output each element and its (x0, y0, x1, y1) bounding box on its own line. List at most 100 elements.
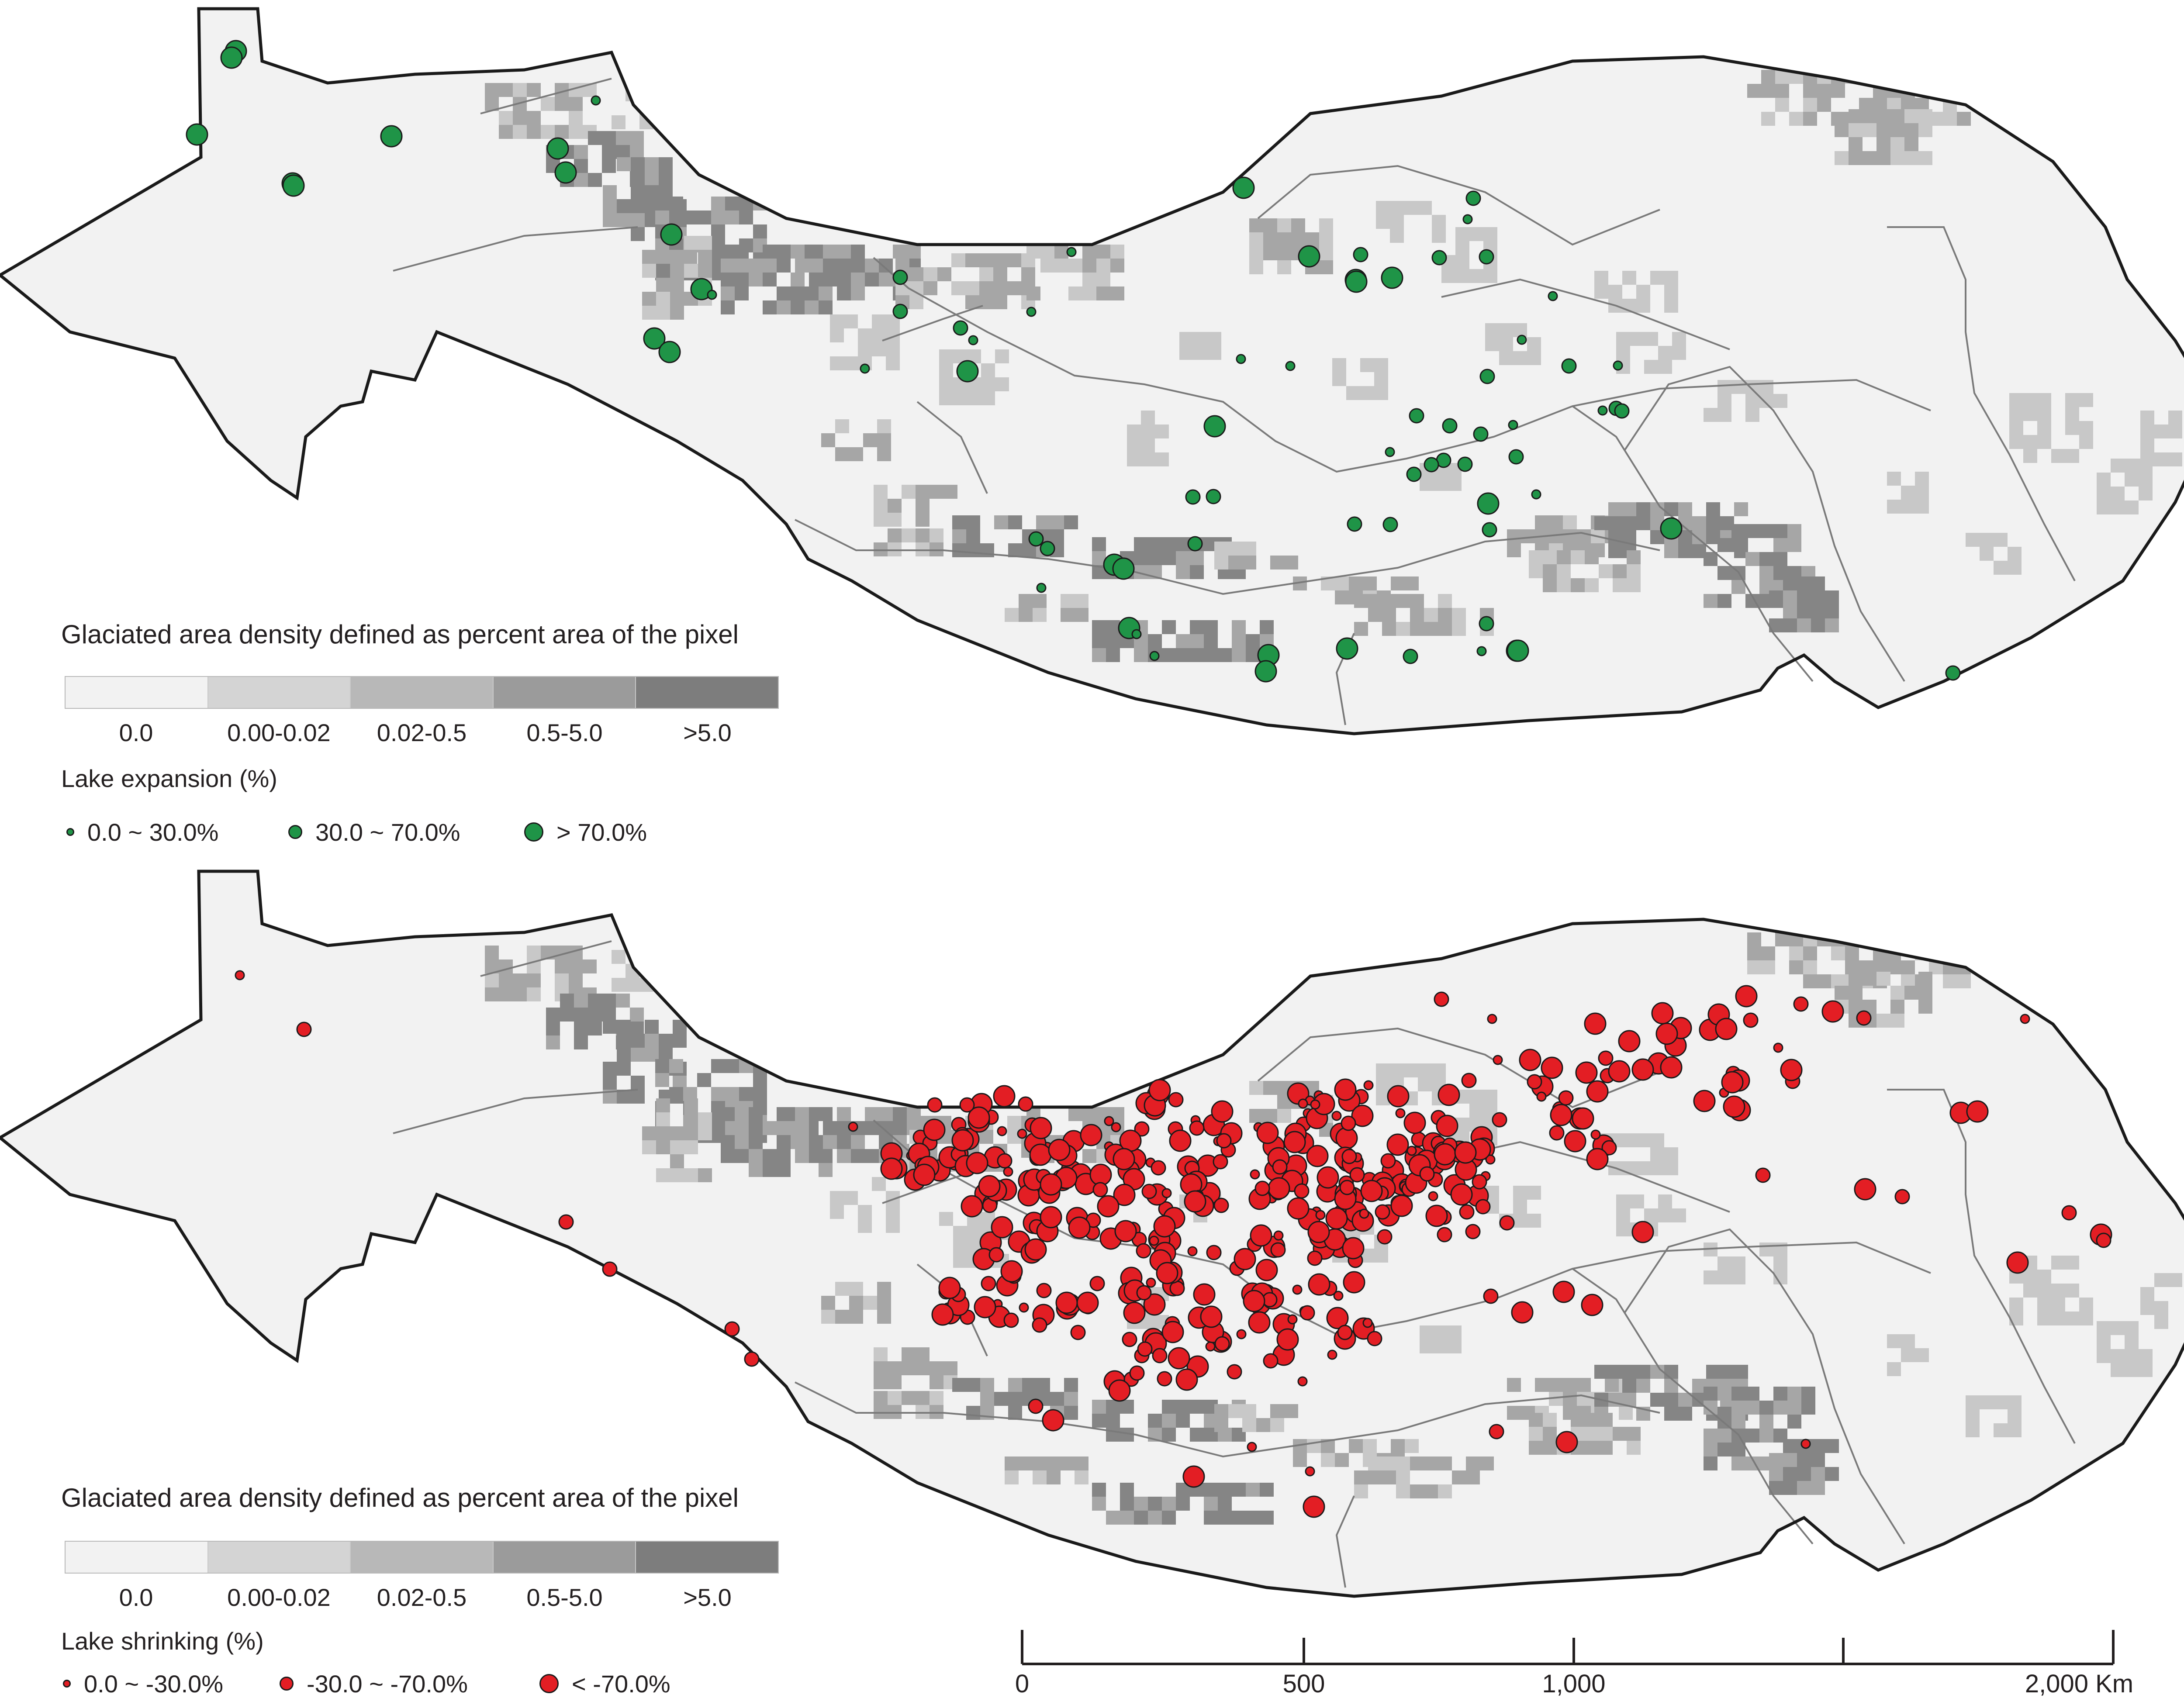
glacier-density-cell (749, 1163, 763, 1177)
glacier-density-cell (851, 259, 865, 273)
glacier-density-cell (939, 1212, 953, 1226)
glacier-density-cell (1825, 604, 1839, 618)
glacier-density-cell (1535, 1378, 1549, 1392)
glacier-density-cell (1817, 98, 1831, 112)
glacier-density-cell (721, 259, 735, 273)
glacier-density-cell (1270, 556, 1284, 569)
glacier-density-cell (684, 1112, 698, 1126)
glacier-density-cell (670, 278, 684, 292)
glacier-density-cell (1845, 946, 1859, 960)
glacier-density-cell (1543, 578, 1557, 592)
glacier-density-cell (1773, 394, 1787, 408)
glacier-density-cell (1438, 608, 1452, 622)
lake-expansion-marker (1548, 291, 1558, 301)
glacier-density-cell (2139, 1363, 2153, 1377)
glacier-density-cell (1466, 1470, 1480, 1484)
glacier-density-cell (1249, 232, 1263, 246)
glacier-density-cell (909, 1116, 923, 1130)
lake-shrinking-marker (1149, 1236, 1159, 1246)
glacier-density-cell (851, 286, 865, 300)
glacier-density-cell (698, 264, 712, 278)
glacier-density-cell (588, 1008, 602, 1022)
glacier-density-cell (1627, 578, 1641, 592)
glacier-density-cell (1563, 529, 1577, 543)
glacier-density-cell (513, 973, 527, 987)
glacier-density-cell (966, 529, 980, 543)
lake-shrinking-marker (1343, 1271, 1365, 1294)
glacier-density-cell (1616, 332, 1630, 346)
glacier-density-cell (2154, 425, 2168, 438)
density-label: 0.5-5.0 (526, 719, 603, 746)
glacier-density-cell (1773, 1256, 1787, 1270)
glacier-density-cell (1249, 260, 1263, 274)
lake-shrinking-marker (1310, 1099, 1320, 1110)
glacier-density-cell (886, 356, 900, 370)
lake-shrinking-marker (1598, 1050, 1614, 1066)
glacier-density-cell (874, 513, 888, 527)
lake-shrinking-marker (1134, 1121, 1150, 1137)
density-swatch (493, 677, 636, 708)
glacier-density-cell (1485, 337, 1499, 351)
lake-shrinking-marker (1148, 1079, 1171, 1101)
glacier-density-cell (1068, 1107, 1082, 1121)
lake-shrinking-marker (1123, 1301, 1146, 1324)
glacier-density-cell (1585, 578, 1599, 592)
glacier-density-cell (1190, 1400, 1204, 1414)
glacier-density-cell (1396, 1470, 1410, 1484)
glacier-density-cell (513, 125, 527, 139)
glacier-density-cell (930, 1361, 943, 1375)
glacier-density-cell (821, 1296, 835, 1310)
density-labels: 0.0 0.00-0.02 0.02-0.5 0.5-5.0 >5.0 (65, 718, 779, 749)
glacier-density-cell (1664, 1407, 1678, 1421)
glacier-density-cell (1543, 1427, 1557, 1441)
glacier-density-cell (1335, 1453, 1349, 1467)
glacier-density-cell (2023, 407, 2037, 421)
glacier-density-cell (1957, 84, 1971, 98)
lake-shrinking-marker (1721, 1071, 1744, 1094)
glacier-density-cell (1284, 556, 1298, 569)
glacier-density-cell (612, 978, 625, 992)
glacier-density-cell (546, 1008, 560, 1022)
lake-expansion-marker (1479, 249, 1494, 265)
glacier-density-cell (1096, 259, 1110, 273)
glacier-density-cell (994, 1392, 1008, 1406)
glacier-density-cell (916, 499, 930, 513)
lake-shrinking-marker (1122, 1332, 1137, 1347)
basin-boundary-line (480, 78, 612, 114)
glacier-density-cell (1047, 1456, 1061, 1470)
glacier-density-cell (2154, 1273, 2168, 1287)
lake-shrinking-marker (2096, 1232, 2111, 1248)
glacier-density-cell (1263, 232, 1277, 246)
basin-boundary-line (1887, 1089, 2076, 1444)
glacier-density-cell (1775, 98, 1789, 112)
lake-shrinking-marker (1390, 1194, 1413, 1217)
plateau-boundary (0, 870, 2184, 1598)
glacier-density-cell (1745, 380, 1759, 394)
glacier-density-cell (1759, 566, 1773, 580)
glacier-density-cell (1863, 151, 1876, 165)
glacier-density-cell (1594, 516, 1608, 530)
glacier-density-cell (617, 157, 631, 171)
glacier-density-cell (1218, 648, 1232, 662)
lake-shrinking-marker (1255, 1259, 1278, 1281)
glacier-density-cell (1980, 1395, 1994, 1409)
basin-boundary-line (1441, 278, 1730, 350)
glacier-density-cell (872, 1177, 886, 1191)
glacier-density-cell (1825, 618, 1839, 632)
lake-shrinking-marker (1651, 1002, 1674, 1025)
lake-shrinking-marker (1793, 996, 1809, 1012)
lake-shrinking-marker (1341, 1149, 1357, 1164)
glacier-density-cell (555, 973, 569, 987)
glacier-density-cell (1349, 576, 1363, 590)
glacier-density-cell (1040, 259, 1054, 273)
lake-shrinking-marker (1335, 1127, 1358, 1149)
lake-shrinking-marker (1555, 1431, 1578, 1453)
glacier-density-cell (2037, 407, 2051, 421)
lake-expansion-marker (1424, 457, 1439, 473)
glacier-density-cell (2023, 393, 2037, 407)
glacier-density-cell (1890, 1000, 1904, 1014)
glacier-density-cell (1622, 1133, 1636, 1147)
lake-shrinking-marker (1206, 1245, 1222, 1260)
lake-expansion-marker (1457, 456, 1473, 472)
glacier-density-cell (1650, 1161, 1664, 1175)
